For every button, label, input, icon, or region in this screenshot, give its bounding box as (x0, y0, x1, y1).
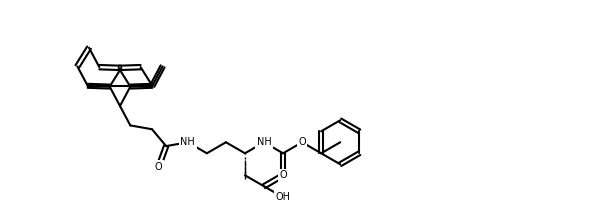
Text: OH: OH (275, 192, 291, 202)
Text: NH: NH (257, 137, 271, 147)
Text: O: O (155, 162, 162, 172)
Text: O: O (279, 170, 287, 180)
Text: NH: NH (181, 137, 195, 147)
Text: O: O (299, 137, 306, 147)
Text: O: O (279, 170, 287, 180)
